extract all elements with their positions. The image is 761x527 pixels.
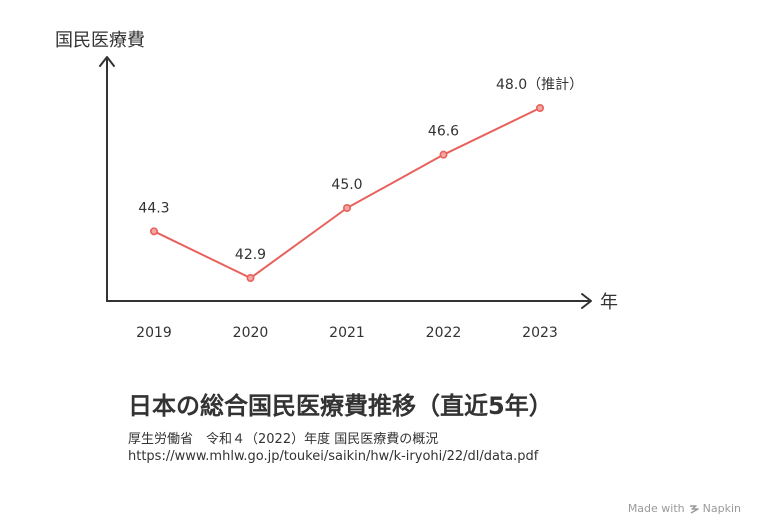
x-tick-labels: 2019 2020 2021 2022 2023 <box>136 325 558 341</box>
data-point <box>246 273 255 282</box>
data-point <box>535 104 544 113</box>
watermark-brand: Napkin <box>702 502 741 515</box>
data-point <box>439 150 448 159</box>
data-label: 44.3 <box>138 200 169 216</box>
x-tick-label: 2020 <box>233 325 269 341</box>
x-axis-arrow <box>581 293 592 309</box>
y-axis-arrow <box>99 56 115 67</box>
line-chart: 国民医療費 年 44.3 42.9 45.0 46.6 48.0（推計） 2019 202… <box>55 30 618 341</box>
chart-axes: 国民医療費 年 <box>55 30 618 313</box>
x-tick-label: 2022 <box>426 325 462 341</box>
data-point <box>342 204 351 213</box>
data-label: 45.0 <box>331 177 362 193</box>
data-point <box>150 227 159 236</box>
series-group: 44.3 42.9 45.0 46.6 48.0（推計） <box>138 77 583 282</box>
x-tick-label: 2021 <box>329 325 365 341</box>
data-label: 48.0（推計） <box>496 77 583 93</box>
watermark: Made with Napkin <box>628 502 741 515</box>
napkin-logo-icon <box>689 504 699 514</box>
chart-title: 日本の総合国民医療費推移（直近5年） <box>128 392 553 420</box>
x-axis-label: 年 <box>600 292 618 313</box>
source-url: https://www.mhlw.go.jp/toukei/saikin/hw/… <box>128 449 539 464</box>
series-line <box>153 107 541 279</box>
x-tick-label: 2023 <box>522 325 558 341</box>
watermark-text: Made with <box>627 502 685 515</box>
x-tick-label: 2019 <box>136 325 172 341</box>
y-axis-label: 国民医療費 <box>55 30 145 51</box>
source-note: 厚生労働省 令和４（2022）年度 国民医療費の概況 https://www.m… <box>128 431 741 465</box>
source-line-1: 厚生労働省 令和４（2022）年度 国民医療費の概況 <box>128 432 439 447</box>
data-label: 42.9 <box>235 247 266 263</box>
data-label: 46.6 <box>428 124 459 140</box>
